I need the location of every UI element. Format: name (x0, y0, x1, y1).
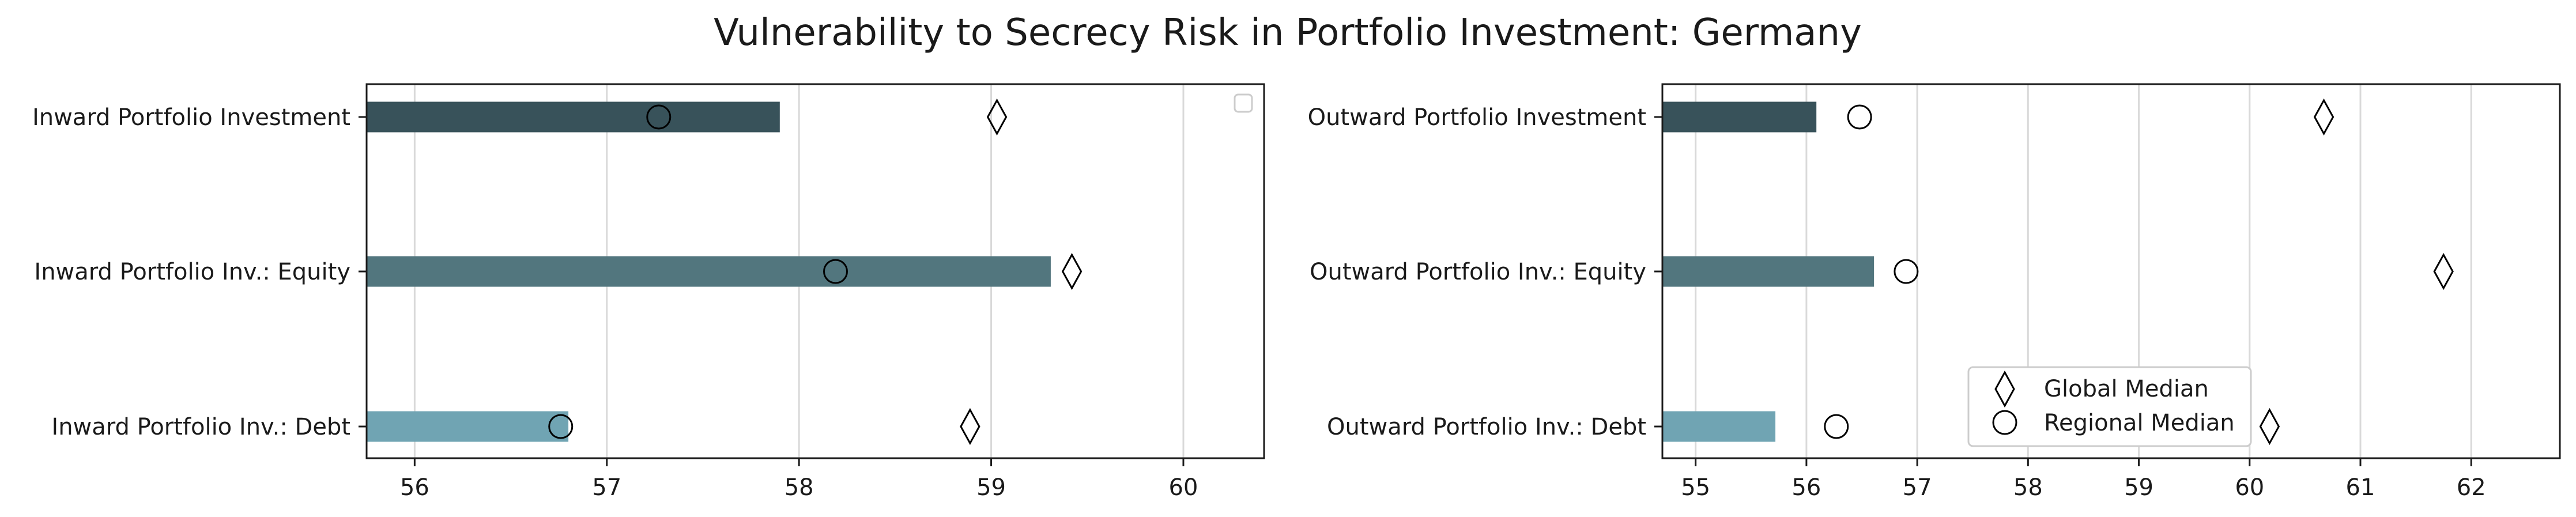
left-x-tick-label: 59 (976, 474, 1006, 501)
left-x-tick-label: 58 (785, 474, 814, 501)
right-global-median-marker (2259, 407, 2280, 446)
left-bar (367, 101, 780, 133)
left-empty-legend-box (1234, 93, 1253, 113)
right-regional-median-marker (1894, 259, 1919, 284)
right-global-median-marker (2313, 98, 2334, 136)
left-category-labels: Inward Portfolio Investment Inward Portfo… (32, 104, 367, 440)
right-regional-median-marker (1847, 104, 1872, 130)
left-global-median-marker (1061, 252, 1083, 290)
right-category-labels: Outward Portfolio Investment Outward Port… (1308, 104, 1662, 440)
left-bars (367, 101, 1051, 442)
right-x-tick-label: 57 (1903, 474, 1932, 501)
left-x-ticks: 56 57 58 59 60 (400, 458, 1198, 501)
right-bar (1662, 411, 1776, 442)
left-axes-frame (365, 83, 1265, 459)
left-global-median-marker (986, 98, 1008, 136)
left-bar (367, 256, 1051, 287)
left-global-median-marker (960, 407, 980, 446)
right-global-median-marker (2433, 252, 2454, 290)
right-subplot: Outward Portfolio Investment Outward Port… (1308, 83, 2561, 501)
right-regional-median-marker (1824, 414, 1849, 439)
left-regional-median-marker (646, 104, 672, 130)
right-category-label: Outward Portfolio Inv.: Debt (1327, 414, 1646, 440)
left-bar (367, 411, 569, 442)
left-x-tick-label: 57 (592, 474, 621, 501)
legend: Global Median Regional Median (1967, 366, 2252, 447)
right-markers (1824, 98, 2454, 446)
right-x-tick-label: 59 (2124, 474, 2153, 501)
legend-frame (1967, 366, 2252, 447)
right-x-ticks: 55 56 57 58 59 60 61 62 (1681, 458, 2486, 501)
left-x-tick-label: 56 (400, 474, 429, 501)
legend-diamond-icon (1994, 370, 2015, 408)
left-category-label: Inward Portfolio Inv.: Debt (51, 414, 350, 440)
legend-circle-icon (1992, 410, 2017, 435)
right-x-tick-label: 58 (2013, 474, 2043, 501)
right-category-label: Outward Portfolio Investment (1308, 104, 1646, 131)
legend-regional-label: Regional Median (2044, 410, 2235, 436)
left-subplot: Inward Portfolio Investment Inward Portfo… (32, 83, 1265, 501)
right-bar (1662, 256, 1875, 287)
left-category-label: Inward Portfolio Investment (32, 104, 350, 131)
legend-global-label: Global Median (2044, 376, 2209, 402)
left-regional-median-marker (823, 259, 848, 284)
left-markers (548, 98, 1083, 446)
right-category-label: Outward Portfolio Inv.: Equity (1310, 259, 1646, 285)
right-x-tick-label: 56 (1791, 474, 1821, 501)
right-x-tick-label: 61 (2346, 474, 2375, 501)
left-regional-median-marker (548, 414, 574, 439)
right-bar (1662, 101, 1817, 133)
figure-title: Vulnerability to Secrecy Risk in Portfol… (714, 12, 1862, 54)
right-x-tick-label: 62 (2457, 474, 2486, 501)
left-category-label: Inward Portfolio Inv.: Equity (34, 259, 350, 285)
right-x-tick-label: 55 (1681, 474, 1710, 501)
right-x-tick-label: 60 (2235, 474, 2264, 501)
right-bars (1662, 101, 1875, 442)
right-axes-frame (1661, 83, 2561, 459)
left-x-tick-label: 60 (1169, 474, 1198, 501)
